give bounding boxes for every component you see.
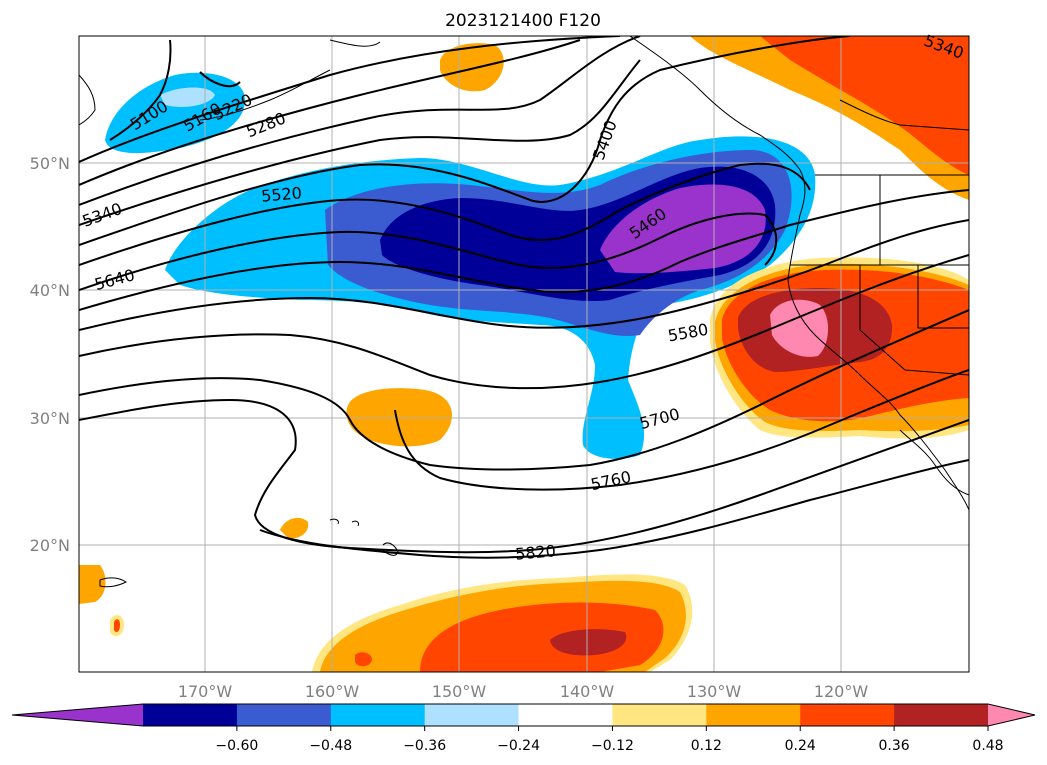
anomaly-region-pos-w2-inner: [114, 619, 120, 633]
anomaly-region-pos-s-060: [550, 629, 627, 656]
lon-label-150w: 150°W: [432, 682, 487, 701]
lat-label-40n: 40°N: [30, 281, 70, 300]
colorbar-cell: [236, 704, 332, 726]
lon-label-170w: 170°W: [178, 682, 233, 701]
colorbar-cell: [894, 704, 989, 726]
colorbar: −0.60 −0.48 −0.36 −0.24 −0.12 0.12 0.24 0.36 0.4…: [11, 703, 1036, 754]
map-title: 2023121400 F120: [445, 11, 601, 31]
colorbar-cell: [424, 704, 520, 726]
lat-label-50n: 50°N: [30, 154, 70, 173]
colorbar-tick-label: −0.60: [215, 738, 258, 754]
anomaly-region-pos-n: [440, 43, 504, 92]
colorbar-cell: [143, 704, 238, 726]
lon-label-140w: 140°W: [560, 682, 615, 701]
anomaly-region-pos-072: [770, 299, 829, 357]
height-contours: [79, 36, 969, 559]
lon-label-120w: 120°W: [814, 682, 869, 701]
anomaly-region-pos-ne-inner: [760, 36, 969, 175]
longitude-labels: 170°W 160°W 150°W 140°W 130°W 120°W: [178, 682, 869, 701]
contour-label-5520: 5520: [260, 183, 302, 205]
anomaly-region-pos-mid: [346, 388, 452, 447]
anomaly-region-pos-s-048: [420, 602, 664, 672]
colorbar-tick-label: −0.36: [403, 738, 446, 754]
latitude-labels: 50°N 40°N 30°N 20°N: [30, 154, 70, 555]
anomaly-region-pos-s-small: [355, 652, 372, 667]
colorbar-cell: [800, 704, 895, 726]
colorbar-tick-label: 0.36: [879, 738, 910, 754]
anomaly-region-pos-small: [280, 517, 309, 539]
colorbar-cell: [518, 704, 613, 726]
lat-label-30n: 30°N: [30, 409, 70, 428]
anomaly-region-pos-w: [79, 565, 106, 604]
map-frame: [78, 35, 970, 673]
lon-label-160w: 160°W: [305, 682, 360, 701]
colorbar-tick-label: 0.24: [785, 738, 816, 754]
colorbar-tick-label: −0.24: [497, 738, 540, 754]
contour-label-5820: 5820: [514, 541, 556, 563]
lon-label-130w: 130°W: [687, 682, 742, 701]
colorbar-cell: [330, 704, 426, 726]
colorbar-outline: [11, 703, 1036, 727]
colorbar-tick-label: −0.12: [591, 738, 634, 754]
colorbar-extend-high: [988, 704, 1035, 726]
colorbar-tick-label: −0.48: [309, 738, 352, 754]
colorbar-extend-low: [12, 704, 143, 726]
colorbar-cell: [612, 704, 707, 726]
map-panel: 5100 5160 5220 5280 5340 5340 5400 5460 …: [78, 31, 970, 673]
anomaly-region-neg-nw-inner: [160, 87, 215, 107]
lat-label-20n: 20°N: [30, 536, 70, 555]
colorbar-tick-label: 0.48: [972, 738, 1003, 754]
colorbar-cell: [706, 704, 801, 726]
colorbar-tick-label: 0.12: [691, 738, 722, 754]
